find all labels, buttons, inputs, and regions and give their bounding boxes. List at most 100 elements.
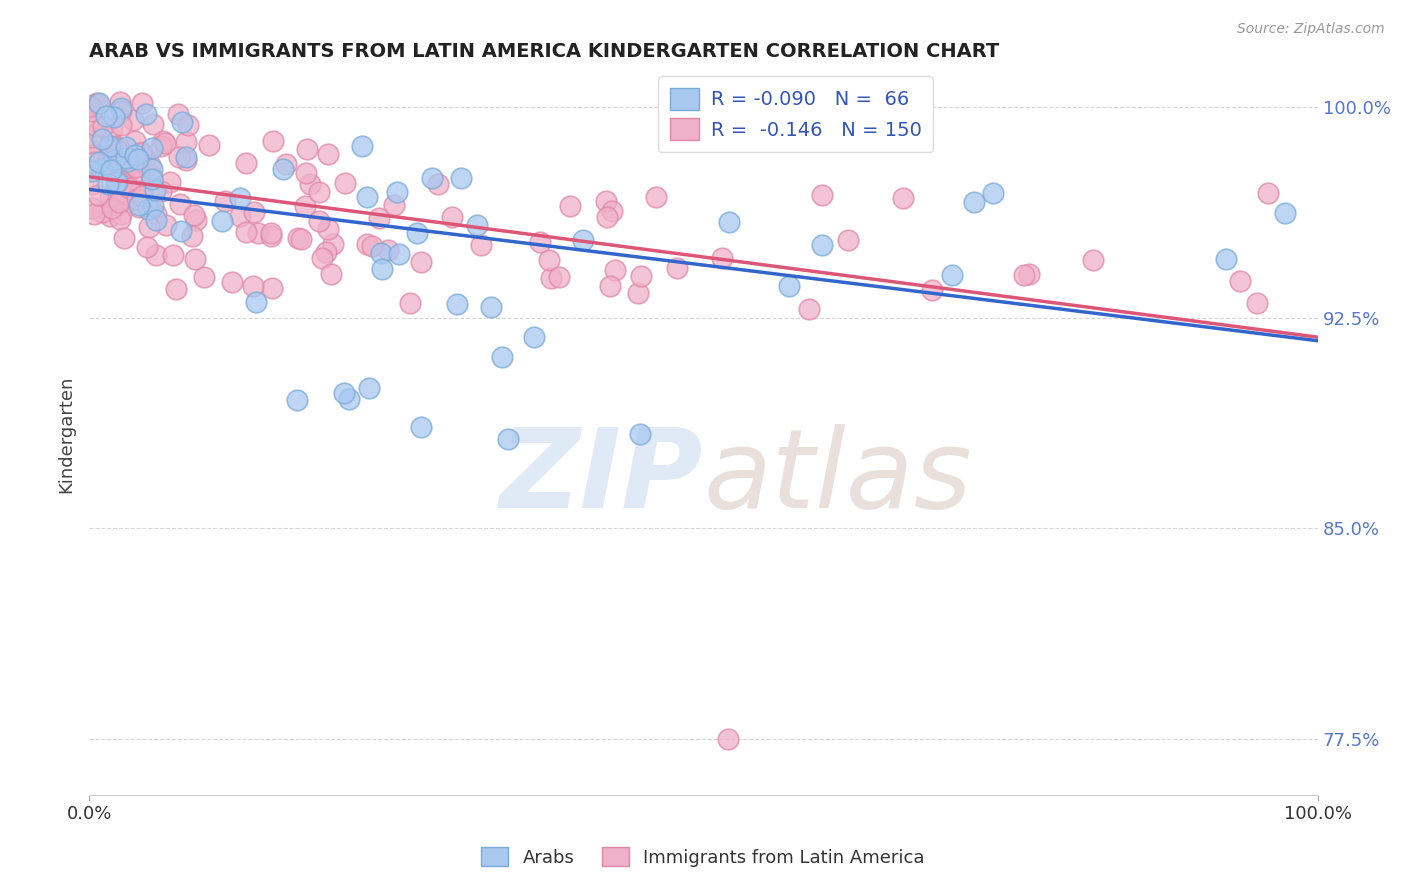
Point (537, 252, 560, 267)
Point (112, 231, 135, 245)
Point (183, 208, 205, 222)
Point (87, 155, 110, 169)
Point (479, 300, 502, 314)
Point (155, 218, 177, 232)
Point (529, 235, 551, 249)
Point (141, 162, 163, 177)
Point (100, 163, 122, 178)
Point (103, 110, 125, 124)
Point (450, 170, 472, 185)
Point (260, 226, 283, 240)
Point (1246, 295, 1268, 310)
Point (427, 178, 450, 192)
Point (135, 107, 157, 121)
Point (169, 196, 191, 211)
Point (100, 156, 122, 170)
Point (599, 279, 621, 293)
Point (491, 350, 513, 364)
Point (110, 118, 132, 132)
Point (214, 194, 236, 209)
Point (290, 232, 312, 246)
Point (131, 95, 153, 110)
Point (139, 168, 162, 182)
Point (441, 210, 464, 224)
Point (558, 199, 581, 213)
Point (603, 262, 626, 277)
Point (125, 192, 148, 206)
Point (921, 283, 943, 297)
Point (98, 209, 121, 223)
Point (221, 275, 243, 289)
Legend: R = -0.090   N =  66, R =  -0.146   N = 150: R = -0.090 N = 66, R = -0.146 N = 150 (658, 76, 934, 152)
Point (111, 168, 134, 182)
Point (145, 248, 167, 262)
Point (82, 148, 104, 162)
Text: Source: ZipAtlas.com: Source: ZipAtlas.com (1237, 22, 1385, 37)
Point (153, 136, 176, 151)
Point (98, 163, 121, 178)
Point (125, 160, 148, 174)
Point (143, 183, 166, 197)
Point (274, 157, 297, 171)
Point (717, 731, 740, 746)
Point (108, 140, 131, 154)
Point (83, 155, 105, 169)
Point (165, 282, 187, 296)
Point (101, 201, 124, 215)
Text: atlas: atlas (703, 424, 972, 531)
Point (837, 233, 859, 247)
Point (628, 427, 651, 442)
Point (245, 295, 267, 310)
Point (86, 125, 108, 139)
Point (110, 207, 132, 221)
Point (86, 187, 108, 202)
Point (131, 189, 153, 203)
Point (117, 180, 139, 194)
Point (377, 244, 399, 258)
Point (97, 149, 120, 163)
Point (356, 190, 378, 204)
Point (571, 233, 593, 247)
Point (124, 135, 146, 149)
Point (174, 153, 197, 168)
Point (318, 222, 340, 236)
Point (627, 285, 650, 300)
Point (128, 198, 150, 212)
Point (311, 251, 333, 265)
Point (107, 172, 129, 186)
Point (108, 95, 131, 109)
Point (333, 176, 356, 190)
Point (129, 176, 152, 190)
Point (84, 119, 107, 133)
Point (183, 252, 205, 266)
Point (548, 270, 571, 285)
Point (98, 138, 121, 153)
Point (186, 212, 208, 227)
Point (91, 204, 114, 219)
Point (295, 166, 318, 180)
Text: ZIP: ZIP (501, 424, 703, 531)
Point (105, 173, 128, 187)
Point (665, 261, 688, 276)
Point (368, 211, 391, 226)
Point (129, 145, 152, 159)
Point (166, 107, 188, 121)
Point (811, 238, 834, 252)
Point (115, 140, 138, 154)
Point (644, 190, 666, 204)
Text: ARAB VS IMMIGRANTS FROM LATIN AMERICA KINDERGARTEN CORRELATION CHART: ARAB VS IMMIGRANTS FROM LATIN AMERICA KI… (89, 42, 1000, 61)
Point (170, 224, 193, 238)
Point (361, 239, 384, 253)
Point (811, 188, 834, 202)
Point (107, 175, 129, 189)
Point (316, 147, 339, 161)
Point (797, 301, 820, 316)
Point (891, 191, 914, 205)
Point (79, 99, 101, 113)
Point (596, 210, 619, 224)
Point (357, 381, 380, 395)
Point (142, 117, 165, 131)
Point (630, 269, 652, 284)
Point (141, 172, 163, 186)
Point (98, 139, 121, 153)
